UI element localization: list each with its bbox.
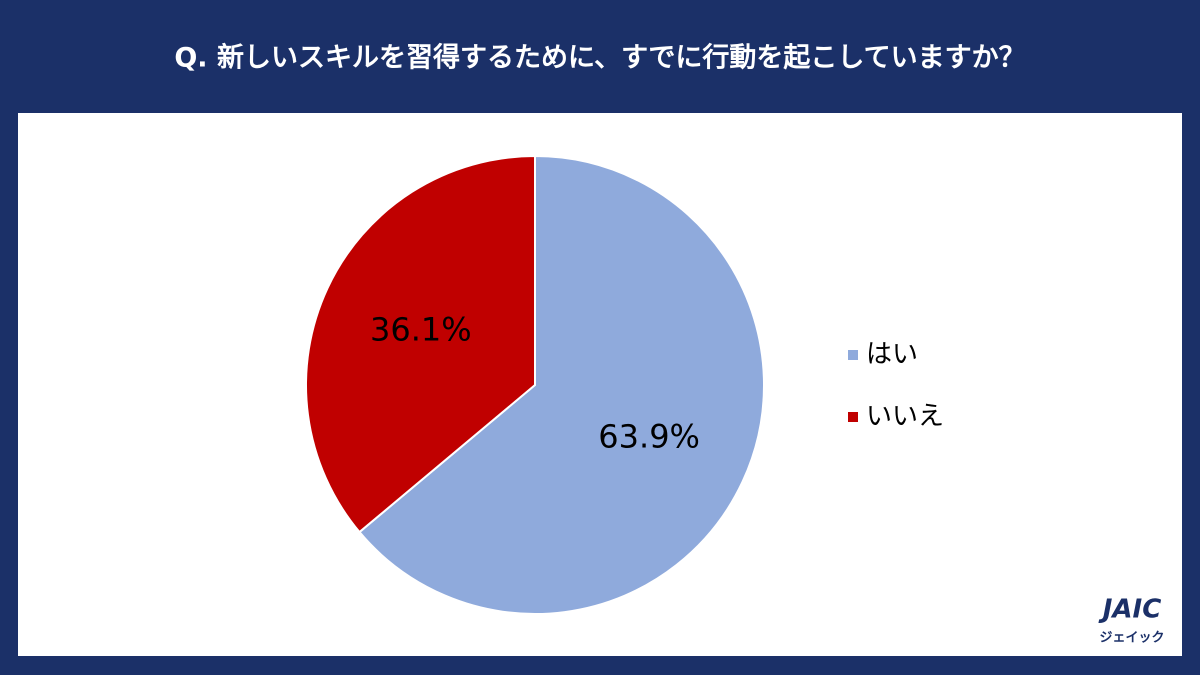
logo-name: JAIC [1098,595,1162,625]
logo-subtitle: ジェイック [1099,631,1164,646]
data-label: 36.1% [370,311,472,349]
pie-slice [358,154,765,615]
data-label: 63.9% [598,417,700,455]
chart-title: Q. 新しいスキルを習得するために、すでに行動を起こしていますか？ [174,42,1025,74]
legend-label: いいえ [866,402,944,432]
legend-swatch [848,412,858,422]
pie-slice [305,154,536,534]
legend-label: はい [866,340,918,370]
legend-swatch [848,350,858,360]
